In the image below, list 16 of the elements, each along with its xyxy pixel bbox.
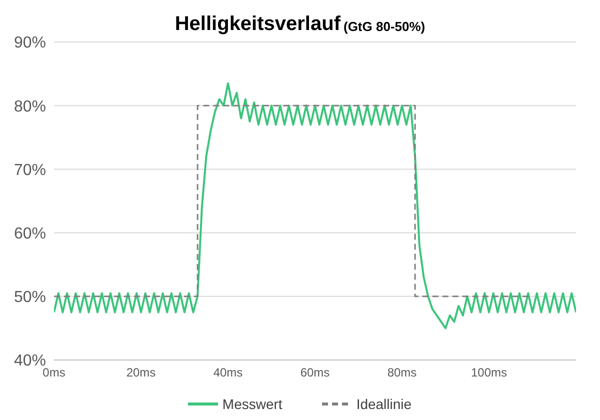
y-tick-label: 70% [14,162,46,179]
x-tick-label: 20ms [126,366,156,380]
line-series [54,82,576,330]
y-tick-label: 90% [14,34,46,52]
y-tick-label: 50% [14,289,46,306]
legend-label: Ideallinie [356,396,412,412]
chart-title: Helligkeitsverlauf [174,13,340,36]
y-tick-label: 80% [14,98,46,116]
x-tick-label: 0ms [42,366,66,380]
x-tick-label: 80ms [387,366,417,380]
x-tick-label: 60ms [300,366,330,380]
chart-subtitle: (GtG 80-50%) [343,19,426,34]
x-tick-label: 40ms [213,366,243,380]
y-tick-label: 60% [14,225,46,242]
legend-label: Messwert [222,396,282,412]
x-tick-label: 100ms [470,366,508,380]
